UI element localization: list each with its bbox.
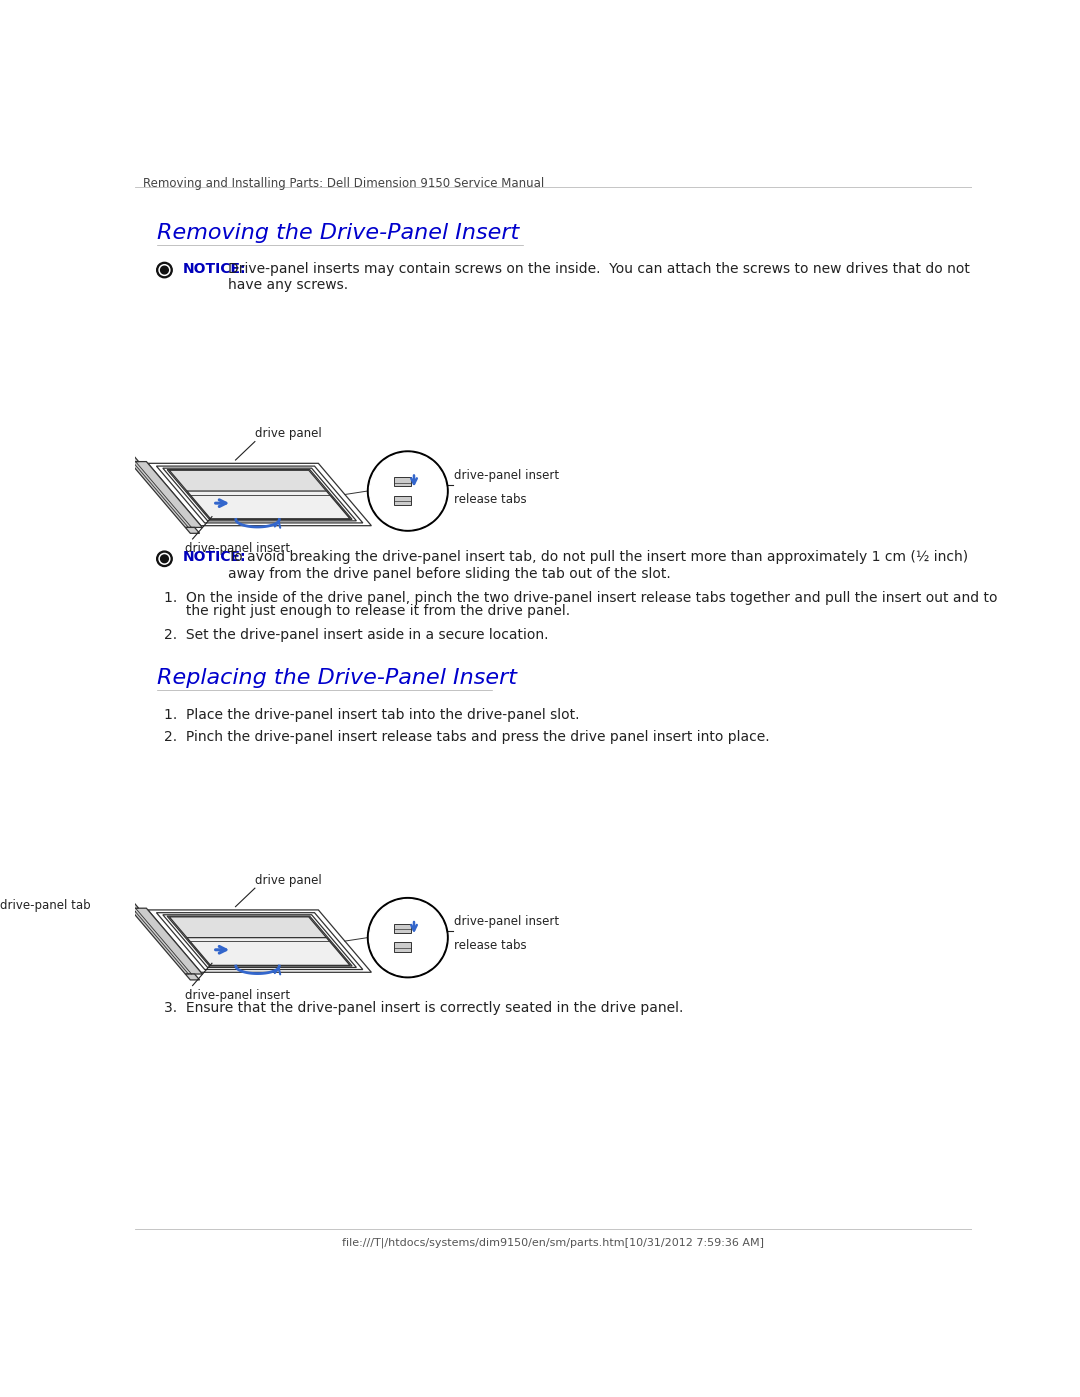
Text: release tabs: release tabs (455, 939, 527, 953)
Text: 2.  Set the drive-panel insert aside in a secure location.: 2. Set the drive-panel insert aside in a… (164, 629, 549, 643)
Text: drive panel: drive panel (255, 873, 322, 887)
Text: drive-panel insert: drive-panel insert (185, 542, 289, 555)
Text: drive-panel tab: drive-panel tab (0, 900, 91, 912)
Circle shape (159, 264, 170, 275)
Polygon shape (187, 490, 350, 518)
Text: 1.  On the inside of the drive panel, pinch the two drive-panel insert release t: 1. On the inside of the drive panel, pin… (164, 591, 998, 605)
Text: Replacing the Drive-Panel Insert: Replacing the Drive-Panel Insert (157, 668, 516, 689)
Text: 3.  Ensure that the drive-panel insert is correctly seated in the drive panel.: 3. Ensure that the drive-panel insert is… (164, 1000, 684, 1014)
Bar (394, 496, 410, 504)
Text: NOTICE:: NOTICE: (183, 550, 246, 564)
Text: Drive-panel inserts may contain screws on the inside.  You can attach the screws: Drive-panel inserts may contain screws o… (228, 261, 970, 292)
Text: Removing and Installing Parts: Dell Dimension 9150 Service Manual: Removing and Installing Parts: Dell Dime… (143, 177, 544, 190)
Polygon shape (170, 471, 350, 518)
Text: drive panel: drive panel (255, 427, 322, 440)
Text: NOTICE:: NOTICE: (183, 261, 246, 275)
Text: To avoid breaking the drive-panel insert tab, do not pull the insert more than a: To avoid breaking the drive-panel insert… (228, 550, 968, 581)
Text: drive-panel insert: drive-panel insert (455, 915, 559, 929)
Text: drive-panel insert: drive-panel insert (455, 469, 559, 482)
Text: file:///T|/htdocs/systems/dim9150/en/sm/parts.htm[10/31/2012 7:59:36 AM]: file:///T|/htdocs/systems/dim9150/en/sm/… (342, 1238, 765, 1249)
Circle shape (161, 267, 168, 274)
Text: Removing the Drive-Panel Insert: Removing the Drive-Panel Insert (157, 224, 519, 243)
Polygon shape (130, 908, 202, 974)
Bar (394, 942, 410, 951)
Polygon shape (186, 974, 200, 979)
Circle shape (161, 555, 168, 563)
Polygon shape (186, 528, 200, 534)
Polygon shape (124, 455, 138, 461)
Circle shape (367, 898, 448, 978)
Bar (394, 923, 410, 933)
Text: release tabs: release tabs (455, 493, 527, 506)
Circle shape (369, 453, 446, 529)
Circle shape (157, 263, 172, 278)
Polygon shape (124, 902, 138, 908)
Circle shape (157, 550, 172, 567)
Text: 1.  Place the drive-panel insert tab into the drive-panel slot.: 1. Place the drive-panel insert tab into… (164, 708, 580, 722)
Text: 2.  Pinch the drive-panel insert release tabs and press the drive panel insert i: 2. Pinch the drive-panel insert release … (164, 729, 770, 743)
Circle shape (159, 553, 170, 564)
Text: the right just enough to release it from the drive panel.: the right just enough to release it from… (164, 605, 570, 619)
Circle shape (367, 451, 448, 531)
Circle shape (369, 900, 446, 975)
Text: drive-panel insert: drive-panel insert (185, 989, 289, 1002)
Polygon shape (170, 916, 350, 965)
Polygon shape (130, 461, 202, 528)
Polygon shape (187, 937, 350, 965)
Bar (394, 478, 410, 486)
